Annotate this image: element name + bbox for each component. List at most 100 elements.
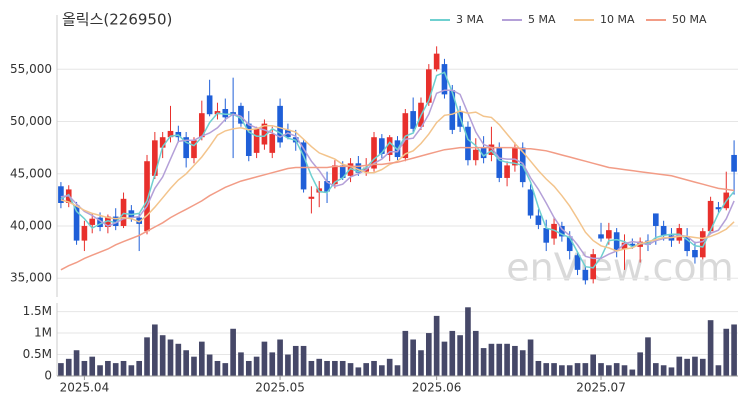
- candle-body: [472, 149, 479, 161]
- volume-bar: [551, 363, 557, 376]
- volume-bar: [97, 365, 103, 376]
- volume-bar: [723, 328, 730, 376]
- volume-bar: [245, 360, 252, 376]
- candle-body: [684, 236, 690, 252]
- candle-body: [245, 123, 252, 156]
- volume-bar: [621, 365, 628, 376]
- watermark: enView.com: [506, 246, 733, 290]
- volume-bar: [637, 352, 643, 376]
- candle-body: [543, 228, 550, 243]
- candle-body: [144, 161, 150, 232]
- volume-bar: [292, 345, 299, 376]
- y-tick-label: 1M: [34, 326, 52, 340]
- volume-bar: [81, 360, 88, 376]
- x-tick-label: 2025.04: [60, 381, 110, 395]
- volume-bar: [519, 350, 526, 376]
- candle-body: [300, 142, 307, 190]
- candle-body: [183, 137, 189, 159]
- candle-body: [566, 236, 573, 252]
- volume-bar: [285, 354, 291, 376]
- candle-body: [449, 90, 456, 130]
- candle-body: [136, 217, 143, 224]
- volume-bar: [566, 365, 573, 376]
- candle-body: [222, 109, 229, 118]
- ma-line: [60, 110, 735, 252]
- candle-body: [81, 225, 88, 241]
- candle-body: [433, 53, 440, 70]
- candle-body: [574, 255, 581, 270]
- volume-bar: [347, 363, 354, 376]
- volume-bar: [449, 330, 456, 376]
- candle-body: [97, 217, 103, 228]
- volume-bar: [261, 341, 268, 376]
- volume-bar: [527, 339, 534, 376]
- y-tick-label: 55,000: [10, 62, 52, 76]
- volume-bar: [65, 358, 72, 376]
- candle-body: [277, 105, 283, 143]
- volume-bar: [355, 367, 362, 376]
- volume-bar: [300, 345, 307, 376]
- volume-bar: [402, 330, 409, 376]
- candle-body: [58, 186, 64, 203]
- candle-body: [89, 218, 96, 225]
- candle-body: [582, 269, 589, 281]
- volume-bar: [324, 360, 330, 376]
- candle-body: [496, 147, 503, 178]
- candle-body: [535, 215, 542, 225]
- volume-bar: [645, 337, 651, 376]
- volume-bar: [559, 365, 565, 376]
- candle-body: [660, 225, 667, 236]
- y-tick-label: 50,000: [10, 114, 52, 128]
- y-tick-label: 0.5M: [23, 347, 52, 361]
- volume-bar: [668, 367, 675, 376]
- volume-bar: [198, 341, 205, 376]
- volume-bar: [574, 363, 581, 376]
- candle-body: [339, 165, 346, 178]
- volume-bar: [136, 360, 143, 376]
- volume-bar: [496, 343, 503, 376]
- volume-bar: [707, 320, 714, 376]
- candle-body: [606, 230, 612, 239]
- volume-bar: [425, 333, 432, 376]
- candle-body: [324, 181, 330, 192]
- volume-bar: [394, 365, 401, 376]
- candle-body: [410, 111, 416, 129]
- volume-bar: [175, 343, 182, 376]
- candle-body: [253, 128, 260, 153]
- volume-bar: [488, 343, 495, 376]
- volume-bar: [183, 350, 189, 376]
- volume-bar: [89, 356, 96, 376]
- volume-bar: [120, 360, 127, 376]
- candle-body: [731, 154, 737, 172]
- volume-bar: [512, 345, 518, 376]
- candle-body: [206, 95, 213, 115]
- volume-bar: [582, 363, 589, 376]
- volume-bar: [152, 324, 158, 376]
- candle-body: [269, 134, 276, 153]
- candle-body: [715, 207, 722, 210]
- volume-bar: [731, 324, 737, 376]
- candle-body: [308, 196, 315, 199]
- candle-body: [332, 165, 338, 185]
- candle-body: [159, 137, 166, 148]
- volume-bar: [191, 356, 197, 376]
- candle-body: [386, 137, 393, 155]
- x-tick-label: 2025.07: [576, 381, 626, 395]
- volume-bar: [418, 350, 424, 376]
- candle-body: [488, 144, 495, 155]
- candle-body: [652, 213, 659, 226]
- volume-bar: [159, 335, 166, 376]
- ma-line: [60, 146, 735, 271]
- volume-bar: [214, 360, 221, 376]
- volume-bar: [316, 358, 323, 376]
- volume-bar: [363, 363, 370, 376]
- volume-bar: [543, 363, 550, 376]
- volume-bar: [676, 356, 683, 376]
- volume-bar: [504, 343, 510, 376]
- candle-body: [355, 163, 362, 173]
- candle-body: [379, 138, 385, 154]
- y-tick-label: 1.5M: [23, 304, 52, 318]
- volume-bar: [715, 365, 722, 376]
- candle-body: [692, 250, 698, 258]
- y-tick-label: 40,000: [10, 218, 52, 232]
